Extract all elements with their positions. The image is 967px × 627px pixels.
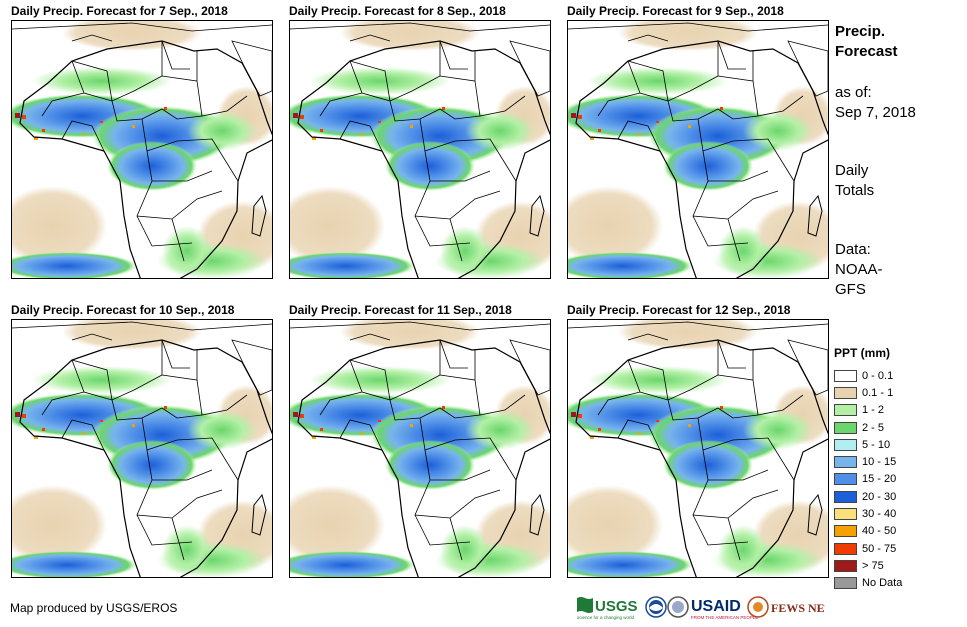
legend-swatch — [834, 438, 857, 451]
legend-row: 1 - 2 — [834, 402, 902, 419]
legend-swatch — [834, 404, 857, 417]
legend-row: 20 - 30 — [834, 488, 902, 505]
fewsnet-wordmark: FEWS NET — [771, 601, 825, 615]
map-panel-3: Daily Precip. Forecast for 9 Sep., 2018 — [567, 4, 829, 279]
legend-row: 30 - 40 — [834, 505, 902, 522]
sidebar-data-source: Data: NOAA- GFS — [835, 240, 883, 300]
legend-label: > 75 — [862, 559, 884, 572]
sidebar-daily: Daily Totals — [835, 161, 874, 201]
panel-title: Daily Precip. Forecast for 11 Sep., 2018 — [289, 303, 512, 317]
legend-row: 0 - 0.1 — [834, 367, 902, 384]
asof-label: as of: — [835, 84, 872, 101]
precip-map — [567, 319, 829, 578]
data-line: GFS — [835, 281, 866, 298]
legend-swatch — [834, 386, 857, 399]
precip-map — [11, 20, 273, 279]
heading-line: Forecast — [835, 43, 898, 60]
daily-line: Daily — [835, 162, 869, 179]
fewsnet-logo: FEWS NET — [747, 596, 833, 618]
map-panel-1: Daily Precip. Forecast for 7 Sep., 2018 — [11, 4, 273, 279]
legend-label: 5 - 10 — [862, 438, 891, 451]
usgs-tagline: science for a changing world — [577, 615, 635, 620]
map-panel-2: Daily Precip. Forecast for 8 Sep., 2018 — [289, 4, 551, 279]
legend-row: 50 - 75 — [834, 540, 902, 557]
legend-label: 15 - 20 — [862, 473, 897, 486]
legend-label: 2 - 5 — [862, 421, 885, 434]
credit-text: Map produced by USGS/EROS — [10, 601, 178, 615]
asof-date: Sep 7, 2018 — [835, 104, 916, 121]
daily-line: Totals — [835, 182, 875, 199]
legend-label: 20 - 30 — [862, 490, 897, 503]
legend-label: 40 - 50 — [862, 525, 897, 538]
legend-swatch — [834, 421, 857, 434]
usaid-wordmark: USAID — [691, 598, 741, 615]
legend-row: 40 - 50 — [834, 523, 902, 540]
legend-swatch — [834, 508, 857, 521]
noaa-logo — [645, 596, 667, 618]
legend-row: No Data — [834, 575, 902, 592]
map-panel-6: Daily Precip. Forecast for 12 Sep., 2018 — [567, 303, 829, 578]
precip-map — [289, 20, 551, 279]
legend-label: 0 - 0.1 — [862, 369, 894, 382]
legend-row: 0.1 - 1 — [834, 384, 902, 401]
precip-map — [567, 20, 829, 279]
sidebar-asof: as of: Sep 7, 2018 — [835, 83, 916, 123]
heading-line: Precip. — [835, 23, 886, 40]
data-line: Data: — [835, 241, 871, 258]
panel-title: Daily Precip. Forecast for 9 Sep., 2018 — [567, 4, 784, 18]
legend-label: 30 - 40 — [862, 508, 897, 521]
legend-label: 50 - 75 — [862, 542, 897, 555]
precip-map — [289, 319, 551, 578]
data-line: NOAA- — [835, 261, 883, 278]
legend-row: 15 - 20 — [834, 471, 902, 488]
precip-map — [11, 319, 273, 578]
legend: 0 - 0.1 0.1 - 1 1 - 2 2 - 5 5 - 10 10 - 15 15 … — [834, 367, 902, 592]
legend-row: 5 - 10 — [834, 436, 902, 453]
legend-label: 1 - 2 — [862, 404, 885, 417]
usgs-wordmark: USGS — [595, 598, 638, 615]
legend-title: PPT (mm) — [834, 346, 891, 360]
sidebar-heading: Precip. Forecast — [835, 22, 898, 62]
seal-logo — [667, 596, 689, 618]
legend-row: 10 - 15 — [834, 453, 902, 470]
legend-row: 2 - 5 — [834, 419, 902, 436]
map-panel-5: Daily Precip. Forecast for 11 Sep., 2018 — [289, 303, 551, 578]
usaid-tagline: FROM THE AMERICAN PEOPLE — [691, 615, 758, 620]
map-panel-4: Daily Precip. Forecast for 10 Sep., 2018 — [11, 303, 273, 578]
legend-label: 10 - 15 — [862, 456, 897, 469]
logo-strip: USGS science for a changing world USAID … — [575, 594, 833, 622]
legend-swatch — [834, 456, 857, 469]
legend-row: > 75 — [834, 557, 902, 574]
panel-title: Daily Precip. Forecast for 8 Sep., 2018 — [289, 4, 506, 18]
panel-title: Daily Precip. Forecast for 10 Sep., 2018 — [11, 303, 235, 317]
legend-swatch — [834, 369, 857, 382]
legend-swatch — [834, 542, 857, 555]
legend-swatch — [834, 473, 857, 486]
legend-swatch — [834, 559, 857, 572]
usaid-logo: USAID FROM THE AMERICAN PEOPLE — [691, 598, 758, 620]
panel-title: Daily Precip. Forecast for 12 Sep., 2018 — [567, 303, 791, 317]
legend-swatch — [834, 525, 857, 538]
usgs-logo: USGS science for a changing world — [577, 597, 638, 620]
panel-title: Daily Precip. Forecast for 7 Sep., 2018 — [11, 4, 228, 18]
legend-swatch — [834, 490, 857, 503]
legend-label: No Data — [862, 577, 903, 590]
legend-label: 0.1 - 1 — [862, 386, 894, 399]
legend-swatch — [834, 577, 857, 590]
